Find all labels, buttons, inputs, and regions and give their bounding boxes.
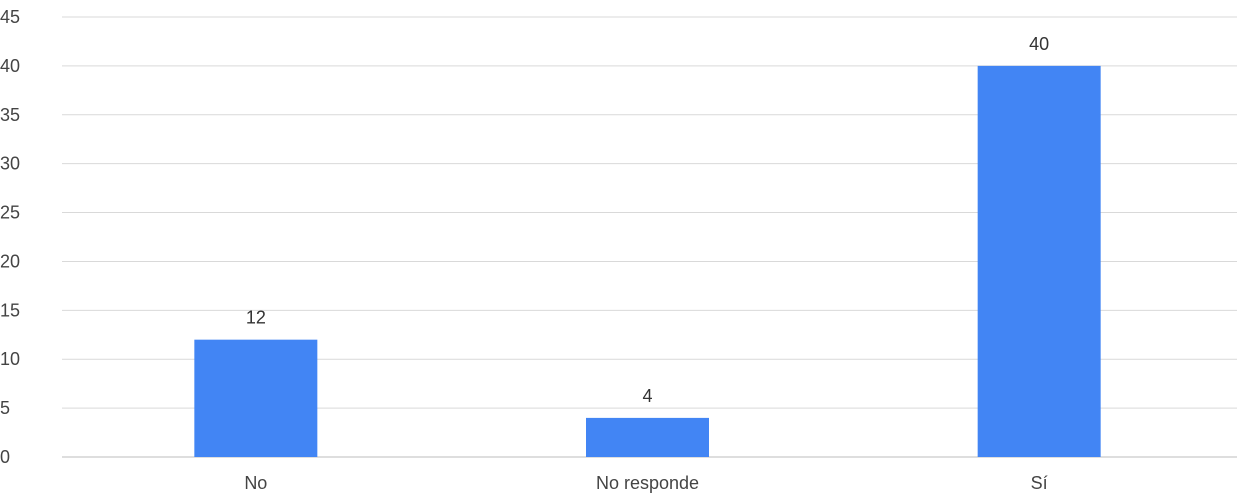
y-tick-label: 15	[0, 300, 20, 320]
data-label: 12	[246, 308, 266, 328]
bar	[977, 65, 1101, 457]
y-tick-label: 45	[0, 7, 20, 27]
data-labels: 12 4 40	[246, 34, 1049, 406]
y-axis: 0 5 10 15 20 25 30 35 40 45	[0, 7, 20, 467]
y-tick-label: 20	[0, 251, 20, 271]
x-tick-label: Sí	[1031, 473, 1048, 493]
y-tick-label: 25	[0, 203, 20, 223]
y-tick-label: 30	[0, 154, 20, 174]
y-tick-label: 0	[0, 447, 10, 467]
bar	[586, 417, 709, 457]
data-label: 4	[642, 386, 652, 406]
x-axis: No No responde Sí	[244, 473, 1047, 493]
data-label: 40	[1029, 34, 1049, 54]
x-tick-label: No	[244, 473, 267, 493]
bars	[194, 65, 1101, 457]
x-tick-label: No responde	[596, 473, 699, 493]
y-tick-label: 35	[0, 105, 20, 125]
y-tick-label: 40	[0, 56, 20, 76]
bar	[194, 339, 318, 457]
y-tick-label: 5	[0, 398, 10, 418]
y-tick-label: 10	[0, 349, 20, 369]
